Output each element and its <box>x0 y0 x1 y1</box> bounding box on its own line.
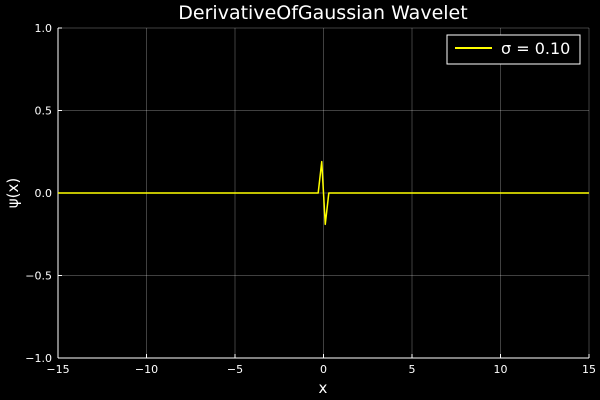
x-axis-label: x <box>319 379 328 397</box>
y-tick-label: 0.0 <box>35 187 53 200</box>
x-tick-label: 15 <box>582 363 596 376</box>
y-axis-label: ψ(x) <box>4 178 22 208</box>
x-tick-label: −15 <box>46 363 69 376</box>
tick-labels: −15 −10 −5 0 5 10 15 −1.0 −0.5 0.0 0.5 1.0 <box>25 22 596 376</box>
x-tick-label: −10 <box>135 363 158 376</box>
legend-entry-label: σ = 0.10 <box>501 39 570 58</box>
legend-box <box>446 34 581 65</box>
legend: σ = 0.10 <box>446 34 581 65</box>
y-tick-label: −1.0 <box>25 352 52 365</box>
series-line-0 <box>58 160 589 226</box>
y-tick-label: −0.5 <box>25 270 52 283</box>
x-tick-label: 5 <box>409 363 416 376</box>
y-tick-label: 1.0 <box>35 22 53 35</box>
x-tick-label: −5 <box>227 363 243 376</box>
x-tick-label: 10 <box>494 363 508 376</box>
series-lines <box>58 160 589 226</box>
x-tick-label: 0 <box>320 363 327 376</box>
y-tick-label: 0.5 <box>35 105 53 118</box>
chart-title: DerivativeOfGaussian Wavelet <box>178 2 467 24</box>
